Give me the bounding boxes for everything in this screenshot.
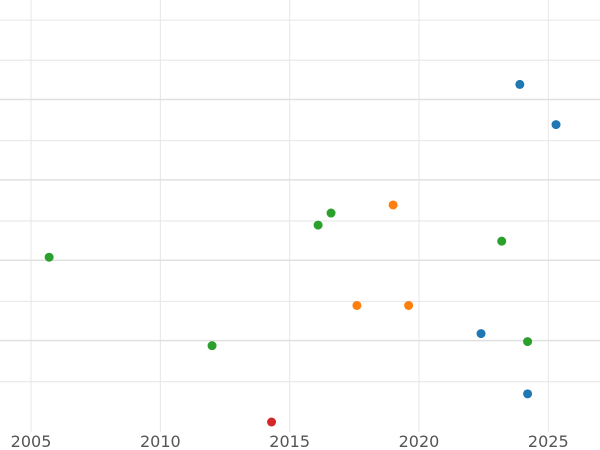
points-layer	[44, 79, 561, 427]
x-tick-label: 2010	[140, 432, 181, 450]
x-tick-label: 2015	[269, 432, 310, 450]
data-point	[313, 220, 323, 230]
data-point	[207, 341, 217, 351]
x-tick-label: 2025	[528, 432, 569, 450]
data-point	[326, 208, 336, 218]
data-point	[523, 337, 533, 347]
data-point	[388, 200, 398, 210]
grid-layer	[0, 0, 600, 432]
data-point	[476, 329, 486, 339]
data-point	[352, 300, 362, 310]
data-point	[404, 300, 414, 310]
x-tick-labels: 2005 2010 2015 2020 2025	[11, 432, 569, 450]
data-point	[515, 79, 525, 89]
data-point	[551, 120, 561, 130]
data-point	[44, 252, 54, 262]
data-point	[523, 389, 533, 399]
x-tick-label: 2020	[399, 432, 440, 450]
data-point	[267, 417, 277, 427]
data-point	[497, 236, 507, 246]
x-tick-label: 2005	[11, 432, 52, 450]
